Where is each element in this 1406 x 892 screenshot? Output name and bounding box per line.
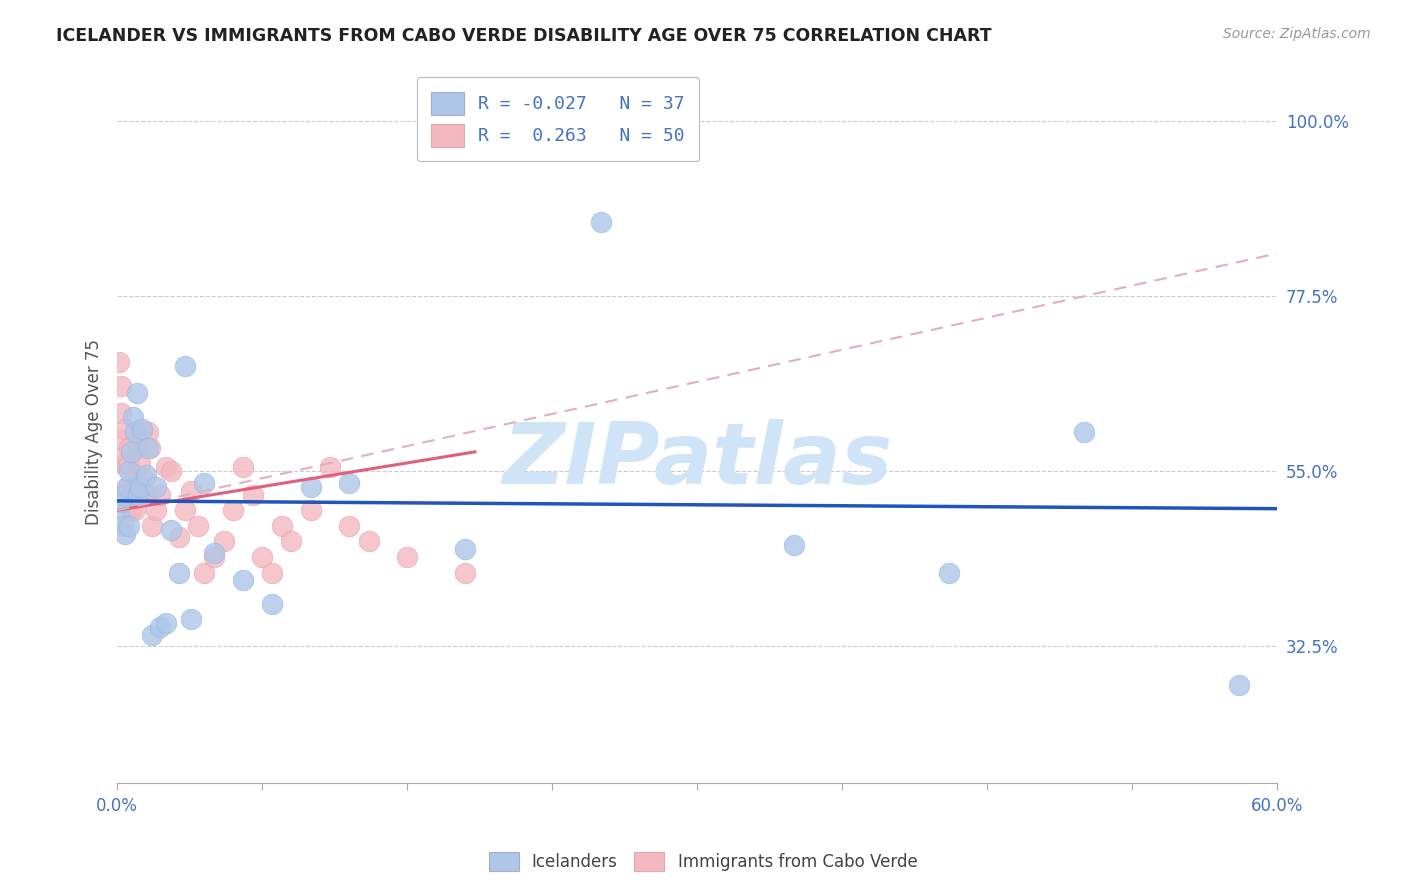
Point (121, 472, 143, 486)
Text: ICELANDER VS IMMIGRANTS FROM CABO VERDE DISABILITY AGE OVER 75 CORRELATION CHART: ICELANDER VS IMMIGRANTS FROM CABO VERDE … (56, 27, 991, 45)
Point (120, 445, 142, 459)
Point (111, 518, 134, 533)
Point (454, 566, 477, 580)
Legend: R = -0.027   N = 37, R =  0.263   N = 50: R = -0.027 N = 37, R = 0.263 N = 50 (416, 78, 699, 161)
Point (135, 488, 157, 502)
Point (120, 488, 142, 502)
Point (115, 480, 138, 494)
Point (115, 460, 138, 475)
Point (114, 421, 136, 435)
Point (127, 488, 149, 502)
Point (173, 503, 195, 517)
Point (938, 566, 960, 580)
Point (160, 464, 183, 478)
Point (110, 495, 132, 509)
Point (120, 503, 142, 517)
Point (270, 518, 292, 533)
Point (115, 480, 138, 494)
Text: Source: ZipAtlas.com: Source: ZipAtlas.com (1223, 27, 1371, 41)
Point (232, 460, 254, 475)
Point (232, 574, 254, 588)
Point (242, 488, 264, 502)
Point (160, 523, 183, 537)
Point (124, 468, 146, 483)
Point (167, 566, 190, 580)
Point (783, 538, 806, 552)
Point (193, 475, 215, 490)
Point (118, 464, 141, 478)
Point (280, 534, 302, 549)
Point (118, 518, 141, 533)
Point (118, 457, 141, 471)
Point (139, 441, 162, 455)
Point (180, 483, 202, 498)
Point (357, 534, 380, 549)
Point (136, 441, 159, 455)
Point (319, 460, 342, 475)
Point (167, 531, 190, 545)
Point (141, 518, 163, 533)
Point (121, 488, 143, 502)
Point (145, 480, 167, 494)
Point (299, 503, 322, 517)
Point (129, 457, 152, 471)
Point (145, 503, 167, 517)
Point (129, 480, 152, 494)
Point (141, 628, 163, 642)
Point (260, 566, 283, 580)
Point (131, 425, 153, 440)
Point (260, 597, 283, 611)
Point (110, 378, 132, 392)
Point (127, 441, 149, 455)
Point (118, 441, 141, 455)
Legend: Icelanders, Immigrants from Cabo Verde: Icelanders, Immigrants from Cabo Verde (481, 843, 925, 880)
Point (124, 503, 146, 517)
Point (173, 359, 195, 374)
Point (212, 534, 235, 549)
Point (454, 542, 477, 557)
Point (114, 488, 136, 502)
Point (180, 612, 202, 626)
Point (337, 475, 360, 490)
Point (193, 566, 215, 580)
Point (131, 421, 153, 435)
Point (222, 503, 245, 517)
Y-axis label: Disability Age Over 75: Disability Age Over 75 (86, 340, 103, 525)
Point (202, 546, 225, 560)
Text: ZIPatlas: ZIPatlas (502, 419, 893, 502)
Point (134, 472, 156, 486)
Point (125, 488, 148, 502)
Point (1073, 425, 1095, 440)
Point (111, 433, 134, 447)
Point (108, 355, 131, 369)
Point (111, 457, 134, 471)
Point (187, 518, 209, 533)
Point (135, 468, 157, 483)
Point (114, 526, 136, 541)
Point (114, 449, 136, 463)
Point (108, 507, 131, 521)
Point (589, 215, 612, 229)
Point (396, 549, 419, 564)
Point (299, 480, 322, 494)
Point (155, 460, 177, 475)
Point (121, 409, 143, 424)
Point (202, 549, 225, 564)
Point (337, 518, 360, 533)
Point (155, 616, 177, 631)
Point (1227, 678, 1250, 692)
Point (125, 386, 148, 401)
Point (252, 549, 274, 564)
Point (110, 406, 132, 420)
Point (136, 425, 159, 440)
Point (124, 425, 146, 440)
Point (149, 488, 172, 502)
Point (149, 620, 172, 634)
